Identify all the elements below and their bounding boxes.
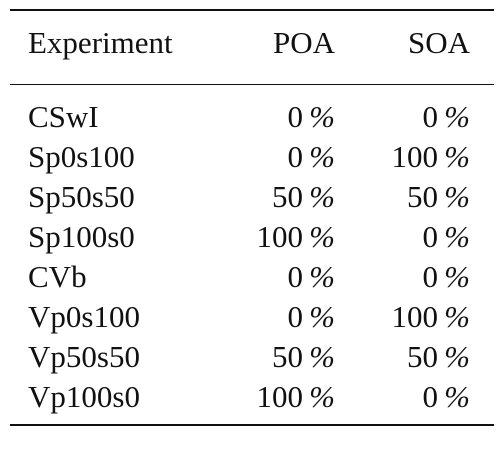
percent-sign: % — [309, 259, 335, 294]
cell-poa: 50 % — [220, 337, 335, 377]
percent-sign: % — [444, 179, 470, 214]
bottom-rule — [10, 424, 494, 426]
header-rule — [10, 84, 494, 85]
cell-soa: 100 % — [335, 137, 470, 177]
cell-experiment: CVb — [28, 259, 87, 294]
header-experiment: Experiment — [28, 25, 173, 60]
poa-value: 0 — [287, 259, 303, 294]
cell-soa: 50 % — [335, 337, 470, 377]
percent-sign: % — [309, 219, 335, 254]
cell-experiment: Sp50s50 — [28, 179, 135, 214]
poa-value: 100 — [256, 219, 303, 254]
cell-experiment: Vp100s0 — [28, 379, 140, 414]
soa-value: 0 — [422, 259, 438, 294]
percent-sign: % — [309, 99, 335, 134]
percent-sign: % — [444, 259, 470, 294]
soa-value: 0 — [422, 219, 438, 254]
table-row: Vp100s0 100 % 0 % — [10, 377, 494, 417]
table-header-row: Experiment POA SOA — [10, 11, 494, 75]
cell-poa: 100 % — [220, 217, 335, 257]
cell-soa: 0 % — [335, 257, 470, 297]
percent-sign: % — [309, 339, 335, 374]
cell-poa: 0 % — [220, 97, 335, 137]
cell-poa: 100 % — [220, 377, 335, 417]
cell-poa: 0 % — [220, 137, 335, 177]
soa-value: 0 — [422, 379, 438, 414]
soa-value: 100 — [391, 299, 438, 334]
table-row: Sp0s100 0 % 100 % — [10, 137, 494, 177]
table-body: CSwI 0 % 0 % Sp0s100 0 % 100 % Sp50s50 5… — [10, 85, 494, 417]
cell-experiment: Sp0s100 — [28, 139, 135, 174]
percent-sign: % — [309, 379, 335, 414]
cell-poa: 0 % — [220, 257, 335, 297]
top-rule — [10, 9, 494, 11]
poa-value: 0 — [287, 99, 303, 134]
poa-value: 0 — [287, 139, 303, 174]
percent-sign: % — [444, 379, 470, 414]
cell-experiment: CSwI — [28, 99, 99, 134]
soa-value: 100 — [391, 139, 438, 174]
percent-sign: % — [444, 139, 470, 174]
poa-value: 0 — [287, 299, 303, 334]
table-row: Vp0s100 0 % 100 % — [10, 297, 494, 337]
experiment-table: Experiment POA SOA CSwI 0 % 0 % Sp0s100 … — [10, 0, 494, 426]
poa-value: 100 — [256, 379, 303, 414]
poa-value: 50 — [271, 179, 303, 214]
cell-soa: 100 % — [335, 297, 470, 337]
table-row: Sp100s0 100 % 0 % — [10, 217, 494, 257]
cell-experiment: Vp50s50 — [28, 339, 140, 374]
cell-experiment: Sp100s0 — [28, 219, 135, 254]
soa-value: 50 — [406, 179, 438, 214]
soa-value: 0 — [422, 99, 438, 134]
percent-sign: % — [309, 179, 335, 214]
table-row: Sp50s50 50 % 50 % — [10, 177, 494, 217]
header-soa: SOA — [407, 25, 470, 60]
percent-sign: % — [444, 339, 470, 374]
cell-experiment: Vp0s100 — [28, 299, 140, 334]
header-poa: POA — [272, 25, 335, 60]
cell-poa: 50 % — [220, 177, 335, 217]
table-row: CVb 0 % 0 % — [10, 257, 494, 297]
percent-sign: % — [444, 99, 470, 134]
cell-soa: 0 % — [335, 97, 470, 137]
percent-sign: % — [309, 139, 335, 174]
percent-sign: % — [309, 299, 335, 334]
percent-sign: % — [444, 299, 470, 334]
cell-soa: 50 % — [335, 177, 470, 217]
cell-soa: 0 % — [335, 377, 470, 417]
cell-poa: 0 % — [220, 297, 335, 337]
table-row: CSwI 0 % 0 % — [10, 97, 494, 137]
soa-value: 50 — [406, 339, 438, 374]
percent-sign: % — [444, 219, 470, 254]
cell-soa: 0 % — [335, 217, 470, 257]
poa-value: 50 — [271, 339, 303, 374]
table-row: Vp50s50 50 % 50 % — [10, 337, 494, 377]
